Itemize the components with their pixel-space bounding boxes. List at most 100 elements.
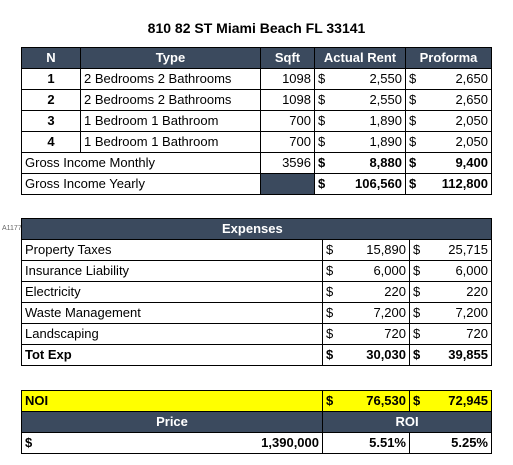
roi-proforma: 5.25%	[409, 432, 492, 454]
noi-label: NOI	[21, 390, 323, 412]
currency-symbol: $	[413, 347, 421, 362]
expense-actual: $15,890	[322, 239, 410, 261]
gross-monthly-label: Gross Income Monthly	[21, 152, 261, 174]
currency-symbol: $	[409, 134, 417, 149]
gross-monthly-sqft: 3596	[260, 152, 315, 174]
currency-symbol: $	[409, 113, 417, 128]
actual-value: 6,000	[373, 263, 406, 278]
gross-monthly-actual: $8,880	[314, 152, 406, 174]
unit-number: 1	[21, 68, 81, 90]
table-row: Waste Management $7,200 $7,200	[21, 302, 492, 324]
expense-proforma: $7,200	[409, 302, 492, 324]
table-row: 4 1 Bedroom 1 Bathroom 700 $1,890 $2,050	[21, 131, 492, 153]
unit-sqft: 700	[260, 131, 315, 153]
noi-row: NOI $76,530 $72,945	[21, 390, 492, 412]
summary-header-row: Price ROI	[21, 411, 492, 433]
unit-sqft: 1098	[260, 89, 315, 111]
expense-label: Waste Management	[21, 302, 323, 324]
actual-value: 106,560	[355, 176, 402, 191]
unit-sqft: 700	[260, 110, 315, 132]
header-sqft: Sqft	[260, 47, 315, 69]
proforma-value: 112,800	[441, 176, 488, 191]
expenses-table: Expenses Property Taxes $15,890 $25,715 …	[21, 218, 492, 366]
currency-symbol: $	[318, 155, 326, 170]
expenses-header-row: Expenses	[21, 218, 492, 240]
expense-label: Landscaping	[21, 323, 323, 345]
unit-proforma: $2,650	[405, 89, 492, 111]
actual-value: 720	[384, 326, 406, 341]
unit-proforma: $2,050	[405, 131, 492, 153]
currency-symbol: $	[318, 71, 326, 86]
expense-proforma: $25,715	[409, 239, 492, 261]
currency-symbol: $	[413, 305, 421, 320]
expense-actual: $7,200	[322, 302, 410, 324]
total-expenses-label: Tot Exp	[21, 344, 323, 366]
unit-actual-rent: $1,890	[314, 110, 406, 132]
currency-symbol: $	[318, 113, 326, 128]
unit-sqft: 1098	[260, 68, 315, 90]
unit-number: 2	[21, 89, 81, 111]
unit-actual-rent: $2,550	[314, 68, 406, 90]
proforma-value: 7,200	[455, 305, 488, 320]
proforma-value: 9,400	[455, 155, 488, 170]
gross-income-monthly-row: Gross Income Monthly 3596 $8,880 $9,400	[21, 152, 492, 174]
expense-label: Insurance Liability	[21, 260, 323, 282]
expense-proforma: $220	[409, 281, 492, 303]
proforma-value: 72,945	[448, 393, 488, 408]
expense-actual: $6,000	[322, 260, 410, 282]
actual-value: 76,530	[366, 393, 406, 408]
roi-actual: 5.51%	[322, 432, 410, 454]
noi-table: NOI $76,530 $72,945 Price ROI $1,390,000…	[21, 390, 492, 454]
actual-value: 8,880	[369, 155, 402, 170]
unit-proforma: $2,050	[405, 110, 492, 132]
currency-symbol: $	[318, 92, 326, 107]
unit-type: 1 Bedroom 1 Bathroom	[80, 131, 261, 153]
summary-values-row: $1,390,000 5.51% 5.25%	[21, 432, 492, 454]
price-amount: 1,390,000	[261, 435, 319, 450]
actual-value: 220	[384, 284, 406, 299]
income-table: N Type Sqft Actual Rent Proforma 1 2 Bed…	[21, 47, 492, 195]
gross-income-yearly-row: Gross Income Yearly $106,560 $112,800	[21, 173, 492, 195]
unit-number: 3	[21, 110, 81, 132]
income-header-row: N Type Sqft Actual Rent Proforma	[21, 47, 492, 69]
proforma-value: 2,050	[455, 134, 488, 149]
proforma-value: 220	[466, 284, 488, 299]
currency-symbol: $	[409, 92, 417, 107]
proforma-value: 25,715	[448, 242, 488, 257]
actual-value: 7,200	[373, 305, 406, 320]
currency-symbol: $	[413, 242, 421, 257]
proforma-value: 39,855	[448, 347, 488, 362]
gross-yearly-proforma: $112,800	[405, 173, 492, 195]
header-n: N	[21, 47, 81, 69]
table-row: Insurance Liability $6,000 $6,000	[21, 260, 492, 282]
price-header: Price	[21, 411, 323, 433]
currency-symbol: $	[409, 71, 417, 86]
currency-symbol: $	[413, 393, 421, 408]
table-row: Electricity $220 $220	[21, 281, 492, 303]
total-expenses-actual: $30,030	[322, 344, 410, 366]
expense-proforma: $6,000	[409, 260, 492, 282]
unit-type: 1 Bedroom 1 Bathroom	[80, 110, 261, 132]
noi-proforma: $72,945	[409, 390, 492, 412]
currency-symbol: $	[413, 326, 421, 341]
proforma-value: 6,000	[455, 263, 488, 278]
gross-monthly-proforma: $9,400	[405, 152, 492, 174]
proforma-value: 720	[466, 326, 488, 341]
currency-symbol: $	[326, 326, 334, 341]
currency-symbol: $	[326, 305, 334, 320]
actual-value: 15,890	[366, 242, 406, 257]
header-proforma: Proforma	[405, 47, 492, 69]
total-expenses-proforma: $39,855	[409, 344, 492, 366]
header-type: Type	[80, 47, 261, 69]
currency-symbol: $	[326, 393, 334, 408]
expense-actual: $220	[322, 281, 410, 303]
table-row: 1 2 Bedrooms 2 Bathrooms 1098 $2,550 $2,…	[21, 68, 492, 90]
unit-type: 2 Bedrooms 2 Bathrooms	[80, 68, 261, 90]
table-row: 2 2 Bedrooms 2 Bathrooms 1098 $2,550 $2,…	[21, 89, 492, 111]
table-row: 3 1 Bedroom 1 Bathroom 700 $1,890 $2,050	[21, 110, 492, 132]
currency-symbol: $	[326, 242, 334, 257]
currency-symbol: $	[318, 176, 326, 191]
actual-value: 1,890	[369, 113, 402, 128]
expense-label: Electricity	[21, 281, 323, 303]
actual-value: 2,550	[369, 71, 402, 86]
